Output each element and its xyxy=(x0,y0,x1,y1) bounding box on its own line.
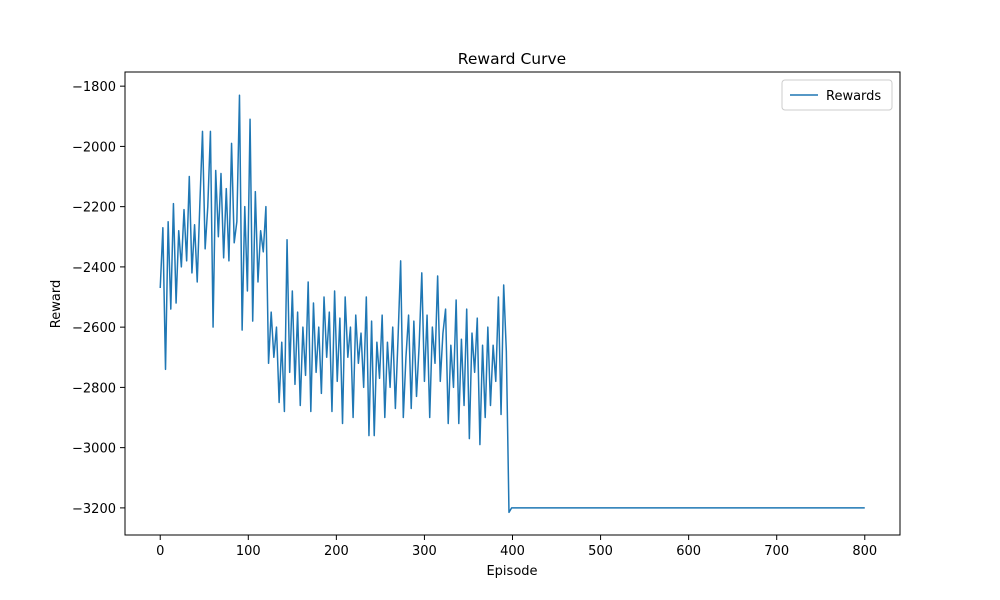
y-tick-label: −3000 xyxy=(72,442,116,457)
x-tick-label: 500 xyxy=(588,544,613,559)
x-tick-label: 600 xyxy=(676,544,701,559)
plot-frame xyxy=(124,71,901,536)
x-tick-label: 800 xyxy=(852,544,877,559)
x-tick-label: 100 xyxy=(236,544,261,559)
x-tick-label: 300 xyxy=(412,544,437,559)
x-tick-label: 400 xyxy=(500,544,525,559)
x-tick-label: 700 xyxy=(764,544,789,559)
y-tick-label: −3200 xyxy=(72,502,116,517)
line-series xyxy=(159,94,865,514)
chart-title: Reward Curve xyxy=(458,50,566,68)
y-tick-label: −2400 xyxy=(72,261,116,276)
legend-box xyxy=(781,79,893,111)
y-tick-label: −1800 xyxy=(72,80,116,95)
y-tick-label: −2200 xyxy=(72,201,116,216)
x-tick-label: 200 xyxy=(324,544,349,559)
y-tick-label: −2000 xyxy=(72,140,116,155)
y-axis-label: Reward xyxy=(49,280,64,328)
x-axis-label: Episode xyxy=(486,564,537,579)
y-tick-label: −2600 xyxy=(72,321,116,336)
legend-label: Rewards xyxy=(826,89,881,104)
y-tick-label: −2800 xyxy=(72,381,116,396)
x-tick-label: 0 xyxy=(156,544,164,559)
